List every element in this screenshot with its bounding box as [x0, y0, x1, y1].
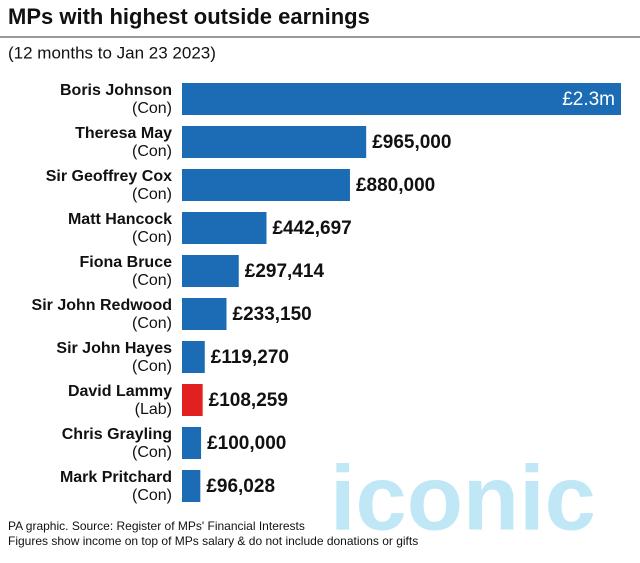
- bar: [182, 83, 621, 115]
- bar: [182, 341, 205, 373]
- bar: [182, 255, 239, 287]
- category-label: Fiona Bruce: [80, 254, 173, 271]
- category-label: Sir Geoffrey Cox: [46, 168, 172, 185]
- party-label: (Con): [132, 315, 172, 332]
- watermark: iconic: [330, 447, 596, 549]
- bar: [182, 384, 203, 416]
- party-label: (Con): [132, 186, 172, 203]
- party-label: (Lab): [135, 401, 172, 418]
- value-label: £233,150: [233, 304, 312, 325]
- chart-title: MPs with highest outside earnings: [8, 4, 370, 29]
- value-label: £965,000: [372, 132, 451, 153]
- party-label: (Con): [132, 487, 172, 504]
- category-label: Sir John Hayes: [56, 340, 172, 357]
- value-label: £100,000: [207, 433, 286, 454]
- category-label: Mark Pritchard: [60, 469, 172, 486]
- value-label: £880,000: [356, 175, 435, 196]
- value-label: £96,028: [206, 476, 275, 497]
- category-label: Chris Grayling: [62, 426, 172, 443]
- category-label: Theresa May: [75, 125, 172, 142]
- bar: [182, 298, 227, 330]
- category-label: Matt Hancock: [68, 211, 172, 228]
- bar: [182, 126, 367, 158]
- bar: [182, 470, 201, 502]
- bar: [182, 169, 350, 201]
- party-label: (Con): [132, 358, 172, 375]
- category-label: Boris Johnson: [60, 82, 172, 99]
- party-label: (Con): [132, 272, 172, 289]
- party-label: (Con): [132, 229, 172, 246]
- party-label: (Con): [132, 100, 172, 117]
- footnote: PA graphic. Source: Register of MPs' Fin…: [8, 519, 305, 533]
- party-label: (Con): [132, 444, 172, 461]
- value-label: £119,270: [211, 347, 289, 368]
- party-label: (Con): [132, 143, 172, 160]
- footnote: Figures show income on top of MPs salary…: [8, 534, 418, 548]
- value-label: £2.3m: [562, 89, 615, 110]
- category-label: David Lammy: [68, 383, 172, 400]
- chart-subtitle: (12 months to Jan 23 2023): [8, 43, 216, 62]
- bar: [182, 427, 202, 459]
- bar: [182, 212, 267, 244]
- value-label: £442,697: [272, 218, 351, 239]
- category-label: Sir John Redwood: [32, 297, 172, 314]
- value-label: £108,259: [209, 390, 288, 411]
- value-label: £297,414: [245, 261, 325, 282]
